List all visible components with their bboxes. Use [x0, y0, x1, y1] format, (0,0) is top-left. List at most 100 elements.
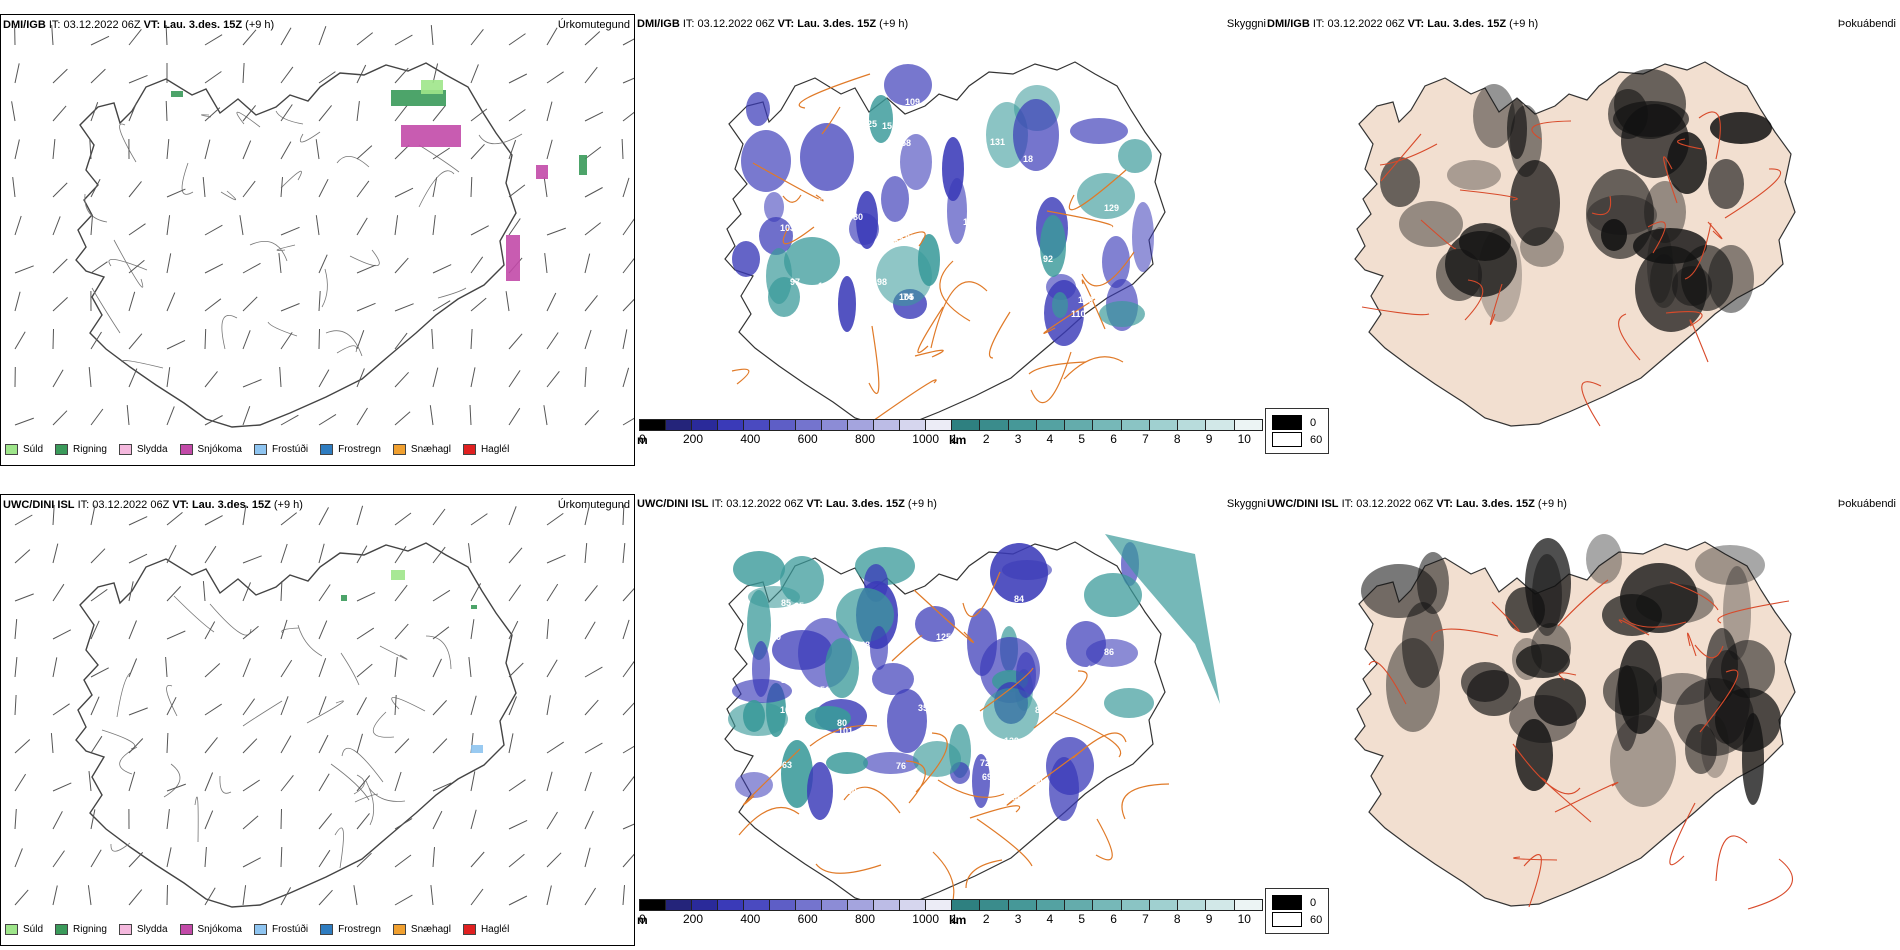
road-line: [1030, 351, 1072, 404]
wind-barb: [470, 176, 473, 198]
road-line: [1072, 732, 1127, 759]
cloud-patch: [1052, 292, 1068, 318]
cloud-base-label: 117: [1017, 180, 1032, 190]
cloud-base-label: 109: [905, 97, 920, 107]
wind-barb: [468, 543, 472, 564]
wind-barb: [622, 218, 634, 236]
scale-tick-label: 0: [639, 912, 646, 926]
terrain-line: [116, 672, 131, 718]
scale-tick-label: 1000: [912, 912, 939, 926]
wind-barb: [546, 370, 560, 388]
wind-barb: [546, 292, 557, 312]
scale-tick-label: 10: [1237, 432, 1251, 446]
wind-barb: [204, 139, 211, 160]
wind-barb: [90, 809, 96, 830]
fog-patch: [1742, 713, 1764, 805]
scale-tick-label: 600: [797, 912, 818, 926]
road-line: [930, 281, 988, 349]
wind-barb: [242, 180, 256, 198]
wind-barb: [165, 100, 168, 122]
wind-barb: [166, 732, 169, 754]
fog-patch: [1601, 219, 1627, 251]
scale-color-bin: [1178, 899, 1207, 911]
wind-barb: [280, 887, 292, 906]
scale-color-bin: [744, 899, 770, 911]
cloud-base-visibility-panel-row1: DMI/IGB IT: 03.12.2022 06Z VT: Lau. 3.de…: [635, 14, 1270, 466]
fog-patch: [1507, 99, 1527, 159]
wind-barb: [128, 223, 146, 236]
cloud-patch: [913, 741, 961, 777]
wind-barb: [508, 370, 521, 388]
wind-barb: [508, 506, 517, 526]
wind-barb: [90, 68, 106, 84]
fog-patch: [1361, 564, 1437, 618]
wind-barb: [508, 109, 526, 122]
scale-color-bin: [1206, 899, 1235, 911]
legend-swatch: [392, 444, 406, 455]
legend-label: Snjókoma: [197, 444, 242, 455]
terrain-line: [418, 170, 455, 208]
wind-barb: [128, 516, 148, 526]
cloud-base-label: 116: [781, 675, 796, 685]
scale-tick-label: 3: [1014, 432, 1022, 446]
wind-barb: [470, 108, 488, 122]
fog-patch: [1436, 249, 1482, 301]
wind-barb: [204, 772, 214, 792]
iceland-coastline: [75, 542, 517, 908]
wind-barb: [318, 813, 332, 830]
wind-barb: [14, 889, 29, 906]
wind-barb: [508, 73, 528, 84]
wind-barb: [546, 27, 558, 46]
terrain-line: [373, 711, 395, 738]
wind-barb: [52, 369, 64, 388]
wind-barb: [90, 505, 96, 526]
wind-barb: [14, 694, 17, 716]
wind-barb: [356, 32, 374, 46]
wind-barb: [394, 694, 397, 716]
cloud-patch: [1102, 236, 1130, 288]
fog-patch: [1447, 160, 1501, 190]
terrain-line: [219, 775, 232, 794]
cloud-patch: [772, 630, 832, 670]
scale-color-bin: [822, 899, 848, 911]
fog-patch: [1633, 228, 1707, 264]
legend-item-4: Frostúði: [253, 444, 308, 455]
wind-barb: [584, 66, 598, 84]
road-line: [1663, 156, 1678, 204]
scale-color-bin: [900, 419, 926, 431]
wind-barb: [394, 411, 411, 426]
wind-barb: [470, 809, 477, 830]
wind-barb: [14, 417, 34, 426]
panel-title: Skyggni: [1226, 498, 1266, 510]
precip-patch: [341, 595, 347, 601]
fog-patch: [1534, 678, 1586, 726]
cloud-base-label: 100: [1009, 263, 1024, 273]
legend-swatch: [320, 924, 334, 935]
wind-barb: [14, 514, 33, 526]
legend-item-7: Haglél: [462, 444, 509, 455]
cloud-base-label: 125: [862, 119, 877, 129]
wind-barb: [204, 846, 207, 868]
panel-title: Úrkomutegund: [557, 19, 630, 31]
wind-barb: [280, 774, 294, 792]
cloud-base-label: 131: [990, 137, 1005, 147]
road-line: [1665, 311, 1703, 327]
wind-barb: [356, 264, 376, 274]
road-line: [979, 667, 1034, 712]
wind-barb: [52, 885, 58, 906]
precip-type-panel-row2: UWC/DINI ISL IT: 03.12.2022 06Z VT: Lau.…: [0, 494, 635, 946]
wind-barb: [394, 818, 413, 830]
cloud-patch: [800, 123, 854, 191]
visibility-scale: 1 2 3 4 5 6 7 8 9 10 km: [949, 419, 1263, 447]
wind-barb: [546, 583, 559, 602]
wind-barb: [166, 406, 175, 426]
terrain-line: [121, 360, 164, 369]
wind-barb: [584, 409, 599, 426]
cloud-base-label: 92: [1043, 254, 1053, 264]
wind-barb: [128, 333, 143, 350]
wind-barb: [546, 619, 550, 640]
road-line: [1368, 660, 1407, 705]
wind-barb: [90, 588, 108, 602]
cloud-patch: [805, 706, 851, 730]
scale-color-bin: [1008, 899, 1037, 911]
